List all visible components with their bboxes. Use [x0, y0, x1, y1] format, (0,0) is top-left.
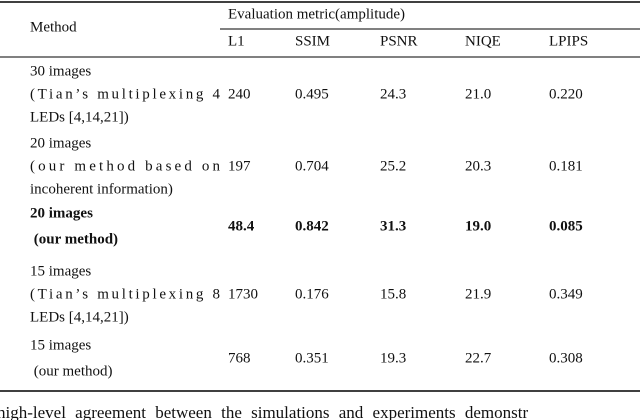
method-cell: 15 images — [30, 337, 91, 353]
method-cell: (our method) — [30, 363, 112, 379]
value-cell: 21.9 — [465, 286, 491, 302]
method-header: Method — [30, 19, 77, 35]
value-cell: 0.349 — [549, 286, 583, 302]
value-cell: 48.4 — [228, 218, 255, 234]
method-cell: 20 images — [30, 135, 91, 151]
column-header: SSIM — [295, 33, 330, 49]
value-cell: 0.176 — [295, 286, 329, 302]
value-cell: 0.085 — [549, 218, 583, 234]
method-cell: 20 images — [30, 205, 93, 221]
body-text: high-level agreement between the simulat… — [0, 403, 528, 420]
value-cell: 1730 — [228, 286, 258, 302]
value-cell: 31.3 — [380, 218, 406, 234]
column-header: PSNR — [380, 33, 418, 49]
value-cell: 0.308 — [549, 350, 583, 366]
method-cell: (Tian’s multiplexing 4 — [30, 86, 221, 102]
method-cell: LEDs [4,14,21]) — [30, 109, 129, 125]
column-header: NIQE — [465, 33, 501, 49]
value-cell: 15.8 — [380, 286, 406, 302]
value-cell: 20.3 — [465, 158, 491, 174]
value-cell: 25.2 — [380, 158, 406, 174]
method-cell: LEDs [4,14,21]) — [30, 309, 129, 325]
value-cell: 24.3 — [380, 86, 406, 102]
column-header: LPIPS — [549, 33, 588, 49]
value-cell: 0.351 — [295, 350, 329, 366]
method-cell: (Tian’s multiplexing 8 — [30, 286, 220, 302]
column-header: L1 — [228, 33, 245, 49]
value-cell: 240 — [228, 86, 251, 102]
method-cell: 15 images — [30, 263, 91, 279]
method-cell: 30 images — [30, 63, 91, 79]
value-cell: 768 — [228, 350, 251, 366]
value-cell: 197 — [228, 158, 251, 174]
method-cell: (our method) — [30, 231, 118, 247]
value-cell: 0.704 — [295, 158, 329, 174]
method-cell: incoherent information) — [30, 181, 173, 197]
value-cell: 0.842 — [295, 218, 329, 234]
value-cell: 22.7 — [465, 350, 492, 366]
value-cell: 0.220 — [549, 86, 583, 102]
value-cell: 21.0 — [465, 86, 491, 102]
method-cell: (our method based on — [30, 158, 221, 174]
value-cell: 0.495 — [295, 86, 329, 102]
group-header: Evaluation metric(amplitude) — [228, 6, 405, 22]
value-cell: 19.0 — [465, 218, 491, 234]
value-cell: 19.3 — [380, 350, 406, 366]
value-cell: 0.181 — [549, 158, 583, 174]
